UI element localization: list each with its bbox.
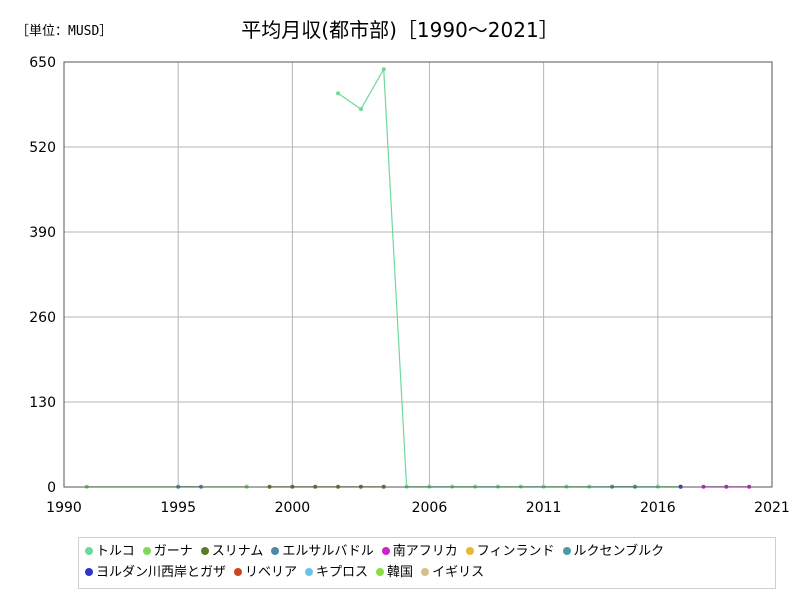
legend-marker [376, 567, 385, 576]
legend-label: スリナム [211, 544, 264, 559]
chart-title: 平均月収(都市部)［1990～2021］ [241, 18, 559, 42]
legend-item: 韓国 [376, 562, 413, 583]
data-point [336, 91, 341, 96]
legend-marker [421, 567, 430, 576]
legend: トルコ ガーナ スリナム エルサルバドル 南アフリカ フィンランド ルクセンブルク ヨルダン… [78, 537, 776, 589]
legend-item: イギリス [421, 562, 484, 583]
series-line [337, 67, 681, 488]
legend-item: ルクセンブルク [562, 541, 665, 562]
legend-label: 南アフリカ [392, 544, 458, 559]
plot-frame [63, 61, 773, 488]
series-lines [86, 67, 750, 488]
legend-marker [465, 546, 474, 555]
data-point [358, 107, 363, 112]
legend-item: キプロス [305, 562, 368, 583]
legend-label: トルコ [96, 544, 135, 559]
legend-marker [85, 567, 93, 576]
legend-label: ルクセンブルク [573, 544, 665, 559]
series-points [84, 67, 752, 489]
legend-marker [234, 567, 243, 576]
legend-label: ガーナ [153, 544, 193, 559]
grid-lines [63, 61, 773, 488]
legend-label: リベリア [245, 565, 298, 580]
unit-label: ［単位：MUSD］ [16, 24, 113, 39]
axes [63, 61, 773, 488]
legend-marker [381, 546, 390, 555]
tick-labels: 0 130 260 390 520 650 1990 1995 2000 2006 2011 2016… [29, 55, 790, 516]
legend-label: キプロス [316, 565, 369, 580]
legend-label: エルサルバドル [282, 544, 374, 559]
legend-item: トルコ [85, 541, 135, 562]
x-tick-label: 2006 [412, 500, 448, 516]
y-tick-label: 0 [47, 480, 56, 496]
x-tick-label: 2016 [640, 500, 676, 516]
legend-item: スリナム [200, 541, 264, 562]
legend-item: 南アフリカ [381, 541, 458, 562]
y-tick-label: 650 [29, 55, 56, 71]
x-tick-label: 2021 [754, 500, 790, 516]
y-tick-label: 130 [29, 395, 56, 411]
y-tick-label: 520 [29, 140, 56, 156]
data-point [381, 67, 386, 72]
legend-marker [200, 546, 209, 555]
legend-marker [271, 546, 280, 555]
legend-row: トルコ ガーナ スリナム エルサルバドル 南アフリカ フィンランド ルクセンブルク [85, 541, 769, 562]
legend-item: ガーナ [142, 541, 193, 562]
y-tick-label: 390 [29, 225, 56, 241]
y-tick-label: 260 [29, 310, 56, 326]
x-tick-label: 2000 [275, 500, 311, 516]
legend-item: リベリア [234, 562, 297, 583]
legend-marker [305, 567, 314, 576]
legend-marker [562, 546, 571, 555]
legend-marker [142, 546, 151, 555]
x-tick-label: 1995 [160, 500, 196, 516]
legend-label: ヨルダン川西岸とガザ [96, 565, 227, 580]
legend-label: 韓国 [387, 565, 414, 580]
x-tick-label: 2011 [526, 500, 562, 516]
x-tick-label: 1990 [46, 500, 82, 516]
legend-item: ヨルダン川西岸とガザ [85, 562, 226, 583]
legend-item: エルサルバドル [271, 541, 374, 562]
legend-item: フィンランド [465, 541, 555, 562]
legend-label: フィンランド [476, 544, 555, 559]
legend-label: イギリス [432, 565, 485, 580]
legend-marker [85, 546, 93, 555]
legend-row: ヨルダン川西岸とガザ リベリア キプロス 韓国 イギリス [85, 562, 769, 583]
